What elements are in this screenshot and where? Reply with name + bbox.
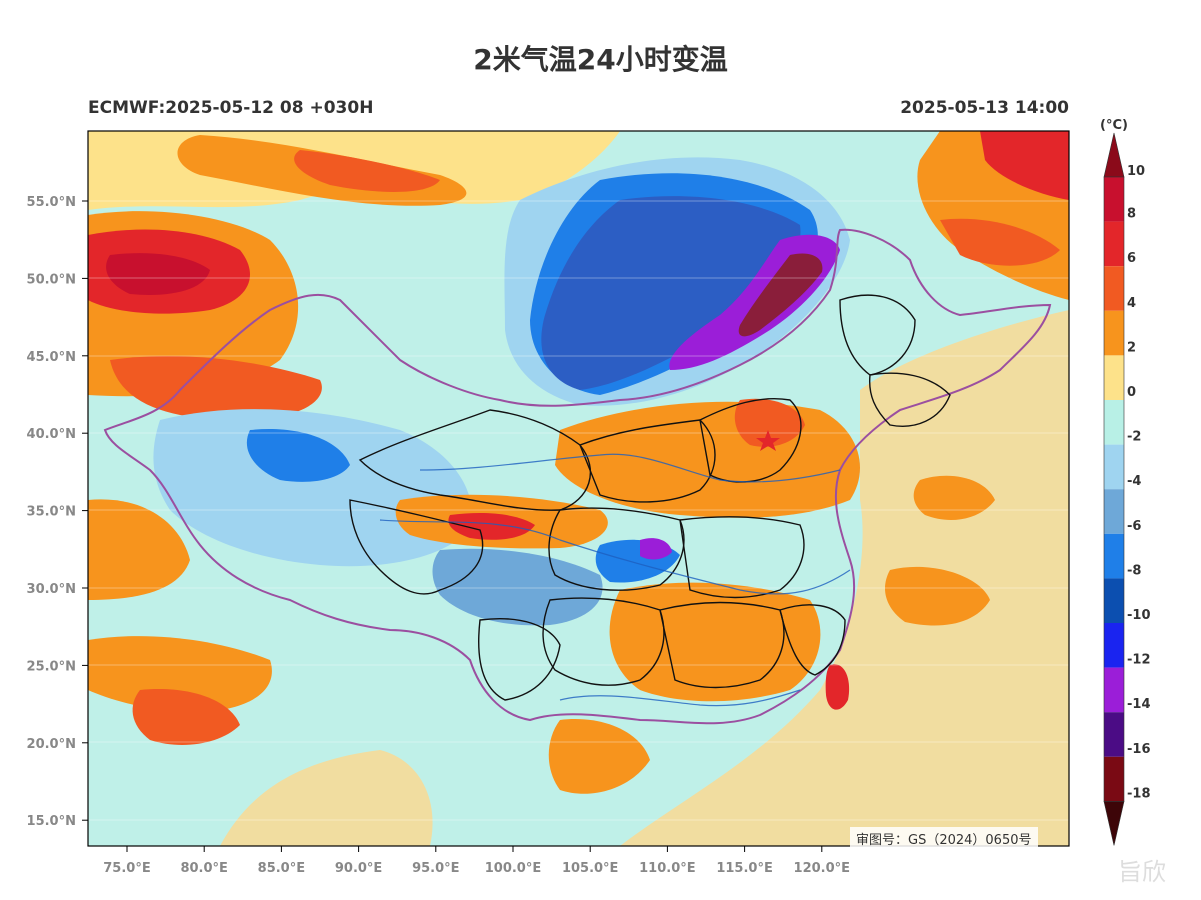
colorbar-segment [1104,310,1124,356]
lat-tick-label: 35.0°N [27,505,76,520]
north-red-orange-patch [294,150,440,192]
province-borders [349,294,951,701]
beijing-dark-orange [734,398,805,447]
lon-tick-label: 95.0°E [412,861,459,876]
colorbar-label: 0 [1127,385,1136,400]
rivers [379,453,851,707]
west-dark-orange-band [110,356,322,420]
valid-time-label: 2025-05-13 14:00 [900,98,1069,118]
map-approval-number: 审图号：GS（2024）0650号 [850,827,1038,850]
lat-tick-label: 45.0°N [27,350,76,365]
colorbar-segment [1104,667,1124,713]
india-dark-orange [132,689,240,745]
colorbar-label: 2 [1127,340,1136,355]
watermark: 旨欣 [1118,858,1166,886]
colorbar-label: -8 [1127,563,1141,578]
colorbar-label: 4 [1127,296,1136,311]
south-china-orange [609,582,821,702]
lat-tick-label: 15.0°N [27,814,76,829]
longitude-axis: 75.0°E 80.0°E 85.0°E 90.0°E 95.0°E 100.0°E 105… [103,846,850,876]
northeast-red-patch [980,131,1069,200]
lon-tick-label: 100.0°E [485,861,542,876]
colorbar-label: -4 [1127,474,1141,489]
plot-frame [87,130,1070,847]
capital-star-icon [756,430,780,451]
sea-orange-patch-1 [885,566,990,626]
northeast-dark-red-core [738,253,823,337]
colorbar-segment [1104,444,1124,490]
colorbar-segment [1104,177,1124,222]
colorbar-segment [1104,400,1124,445]
colorbar-segment [1104,355,1124,400]
graticule [88,200,1069,821]
colorbar-label: -18 [1127,786,1151,801]
colorbar-bottom-arrow [1103,801,1125,846]
southeast-asia-orange [548,719,650,794]
southwest-warm-region [220,750,433,846]
lon-tick-label: 115.0°E [716,861,773,876]
lat-tick-label: 40.0°N [27,427,76,442]
colorbar-label: -14 [1127,697,1151,712]
taiwan-warm [825,664,850,710]
colorbar-segment [1104,712,1124,757]
colorbar-segment [1104,623,1124,668]
central-red-patch [448,513,535,540]
northeast-dark-orange-patch [940,218,1060,266]
model-run-label: ECMWF:2025-05-12 08 +030H [88,98,374,118]
temperature-change-field [88,131,1069,846]
colorbar-segment [1104,221,1124,267]
colorbar-segment [1104,489,1124,534]
colorbar-segment [1104,578,1124,623]
colorbar-label: 10 [1127,164,1145,179]
lat-tick-label: 25.0°N [27,659,76,674]
colorbar-segment [1104,756,1124,802]
colorbar-top-arrow [1103,132,1125,178]
colorbar-label: -12 [1127,653,1151,668]
colorbar-label: -10 [1127,608,1151,623]
colorbar-unit: (°C) [1100,118,1128,133]
latitude-axis: 55.0°N 50.0°N 45.0°N 40.0°N 35.0°N 30.0°N 25.0… [27,195,88,829]
lat-tick-label: 20.0°N [27,737,76,752]
hubei-purple-core [640,538,672,560]
china-border [103,228,1052,725]
lat-tick-label: 55.0°N [27,195,76,210]
lat-tick-label: 50.0°N [27,272,76,287]
colorbar-frame [1103,176,1125,802]
lon-tick-label: 105.0°E [562,861,619,876]
lon-tick-label: 120.0°E [794,861,851,876]
colorbar-segment [1104,266,1124,311]
lon-tick-label: 110.0°E [639,861,696,876]
colorbar-label: -16 [1127,742,1151,757]
map-title: 2米气温24小时变温 [473,43,728,76]
colorbar-label: 6 [1127,251,1136,266]
lon-tick-label: 85.0°E [258,861,305,876]
colorbar-segment [1104,533,1124,579]
colorbar: (°C) 10 8 6 4 2 0 -2 -4 -6 -8 -10 -12 -14 -16 -18 [1100,118,1151,846]
india-orange [88,636,272,712]
plateau-light-blue [153,409,472,567]
lat-tick-label: 30.0°N [27,582,76,597]
lon-tick-label: 75.0°E [103,861,150,876]
mongolia-dark-blue [541,196,801,390]
colorbar-label: -6 [1127,519,1141,534]
lon-tick-label: 90.0°E [335,861,382,876]
plateau-blue-patch [246,429,350,482]
west-plateau-orange [88,499,190,600]
west-dark-red-core [106,253,210,295]
lon-tick-label: 80.0°E [180,861,227,876]
colorbar-label: -2 [1127,430,1141,445]
sea-orange-patch-2 [913,475,995,520]
colorbar-label: 8 [1127,207,1136,222]
sea-region [620,310,1069,846]
